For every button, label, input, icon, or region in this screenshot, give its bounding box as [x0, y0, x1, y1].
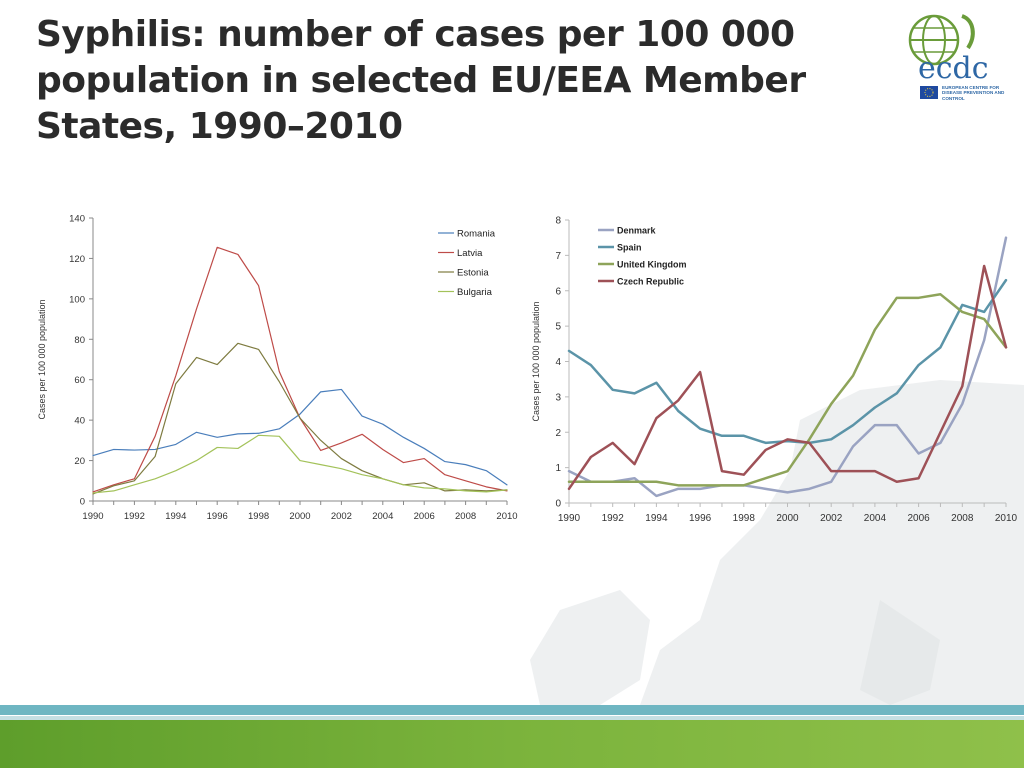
legend-label: Denmark	[617, 226, 657, 236]
y-tick-label: 5	[555, 322, 561, 333]
eu-flag-icon	[920, 86, 938, 99]
ecdc-logo: ecdc EUROPEAN CENTRE FOR DISEASE PREVENT…	[908, 14, 1005, 101]
y-tick-label: 3	[555, 392, 561, 403]
series-line-spain	[567, 278, 1008, 445]
y-tick-label: 140	[69, 214, 85, 225]
x-tick-label: 1998	[248, 511, 269, 522]
y-tick-label: 6	[555, 286, 561, 297]
x-tick-label: 2000	[776, 513, 799, 524]
y-tick-label: 80	[74, 335, 85, 346]
y-tick-label: 40	[74, 416, 85, 427]
legend-label: Spain	[617, 243, 642, 253]
series-line-czech-republic	[567, 264, 1008, 491]
chart-left: 0 20 40 60 80 100 120 140 1990 1992 1994 1996 1998 20…	[37, 214, 518, 523]
logo-wordmark: ecdc	[918, 51, 989, 86]
y-tick-label: 0	[555, 499, 561, 510]
x-tick-label: 2004	[372, 511, 393, 522]
x-tick-label: 2010	[496, 511, 517, 522]
legend-label: Latvia	[457, 248, 483, 259]
series-line-romania	[92, 388, 508, 486]
x-tick-label: 2002	[331, 511, 352, 522]
legend-label: Romania	[457, 229, 496, 240]
x-tick-label: 2008	[951, 513, 974, 524]
x-tick-label: 2004	[864, 513, 887, 524]
x-tick-label: 2006	[414, 511, 435, 522]
y-tick-label: 20	[74, 456, 85, 467]
y-tick-label: 100	[69, 294, 85, 305]
legend-label: Estonia	[457, 268, 489, 279]
y-tick-label: 60	[74, 375, 85, 386]
y-tick-label: 1	[555, 463, 561, 474]
series-line-estonia	[92, 342, 508, 495]
x-tick-label: 2002	[820, 513, 843, 524]
y-axis-label: Cases per 100 000 population	[531, 301, 541, 421]
x-tick-label: 1996	[207, 511, 228, 522]
x-tick-label: 1994	[165, 511, 186, 522]
x-tick-label: 1992	[124, 511, 145, 522]
x-tick-label: 1990	[82, 511, 103, 522]
legend-label: Czech Republic	[617, 277, 684, 287]
x-tick-label: 1998	[733, 513, 756, 524]
x-tick-label: 2010	[995, 513, 1018, 524]
y-tick-label: 7	[555, 251, 561, 262]
series-line-bulgaria	[92, 434, 508, 494]
y-tick-label: 4	[555, 357, 561, 368]
footer-green-band	[0, 720, 1024, 768]
x-tick-label: 1992	[602, 513, 625, 524]
y-tick-label: 8	[555, 216, 561, 227]
chart-right: 0 1 2 3 4 5 6 7 8 1990 1992 1994 1996 1998 2000 2002 200…	[531, 216, 1018, 525]
legend-label: United Kingdom	[617, 260, 687, 270]
x-tick-label: 2000	[289, 511, 310, 522]
series-line-united-kingdom	[567, 293, 1008, 487]
logo-subtitle: EUROPEAN CENTRE FOR DISEASE PREVENTION A…	[942, 85, 1005, 101]
x-tick-label: 1990	[558, 513, 581, 524]
y-tick-label: 0	[80, 497, 85, 508]
legend-label: Bulgaria	[457, 287, 493, 298]
x-tick-label: 1996	[689, 513, 712, 524]
y-axis-label: Cases per 100 000 population	[37, 299, 47, 419]
y-tick-label: 120	[69, 254, 85, 265]
footer-light-band	[0, 716, 1024, 720]
x-tick-label: 2006	[907, 513, 930, 524]
slide-title: Syphilis: number of cases per 100 000 po…	[36, 14, 806, 147]
globe-icon	[908, 14, 975, 66]
y-tick-label: 2	[555, 428, 561, 439]
footer-teal-band	[0, 705, 1024, 715]
x-tick-label: 2008	[455, 511, 476, 522]
x-tick-label: 1994	[645, 513, 668, 524]
